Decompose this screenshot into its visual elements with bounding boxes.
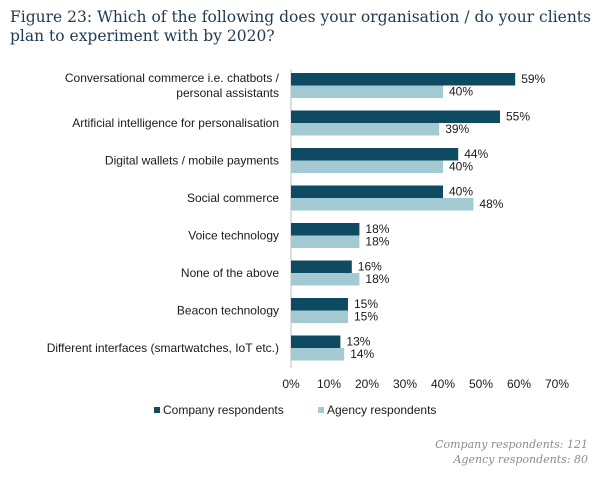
category-label: Different interfaces (smartwatches, IoT …: [47, 341, 279, 355]
company-value-label: 59%: [521, 72, 545, 86]
category-label: personal assistants: [176, 86, 279, 100]
company-value-label: 55%: [506, 110, 530, 124]
legend-company-label: Company respondents: [163, 403, 284, 417]
category-label: None of the above: [181, 266, 279, 280]
agency-value-label: 40%: [449, 85, 473, 99]
company-bar: [291, 185, 443, 198]
category-label: Digital wallets / mobile payments: [105, 154, 279, 168]
footnote-company-respondents: Company respondents: 121: [435, 438, 588, 451]
category-label: Voice technology: [188, 229, 279, 243]
agency-value-label: 48%: [479, 197, 503, 211]
agency-bar: [291, 310, 348, 323]
x-tick-label: 50%: [469, 377, 493, 391]
category-label: Beacon technology: [177, 304, 279, 318]
company-value-label: 40%: [449, 185, 473, 199]
x-tick-label: 0%: [282, 377, 300, 391]
agency-value-label: 14%: [350, 347, 374, 361]
company-value-label: 15%: [354, 297, 378, 311]
agency-bar: [291, 85, 443, 98]
agency-bar: [291, 273, 360, 286]
figure-title: Figure 23: Which of the following does y…: [10, 8, 591, 45]
x-tick-label: 60%: [507, 377, 531, 391]
agency-value-label: 40%: [449, 160, 473, 174]
category-label: Social commerce: [187, 191, 279, 205]
agency-value-label: 15%: [354, 310, 378, 324]
company-value-label: 44%: [464, 147, 488, 161]
company-value-label: 18%: [365, 222, 389, 236]
x-tick-label: 20%: [355, 377, 379, 391]
agency-bar: [291, 198, 474, 211]
x-tick-label: 70%: [545, 377, 569, 391]
x-tick-label: 10%: [317, 377, 341, 391]
agency-value-label: 39%: [445, 122, 469, 136]
footnote-agency-respondents: Agency respondents: 80: [453, 453, 588, 466]
company-value-label: 13%: [346, 335, 370, 349]
agency-bar: [291, 160, 443, 173]
company-bar: [291, 148, 459, 161]
agency-value-label: 18%: [365, 272, 389, 286]
legend-agency-label: Agency respondents: [327, 403, 436, 417]
agency-value-label: 18%: [365, 235, 389, 249]
company-bar: [291, 73, 516, 86]
company-bar: [291, 223, 360, 236]
x-tick-label: 40%: [431, 377, 455, 391]
company-bar: [291, 110, 500, 123]
legend-company-swatch: [154, 407, 160, 413]
legend-agency-swatch: [318, 407, 324, 413]
company-bar: [291, 335, 341, 348]
agency-bar: [291, 123, 440, 136]
agency-bar: [291, 348, 345, 361]
category-label: Artificial intelligence for personalisat…: [72, 116, 279, 130]
company-value-label: 16%: [358, 260, 382, 274]
x-tick-label: 30%: [393, 377, 417, 391]
agency-bar: [291, 235, 360, 248]
category-label: Conversational commerce i.e. chatbots /: [65, 71, 280, 85]
company-bar: [291, 298, 348, 311]
company-bar: [291, 260, 352, 273]
